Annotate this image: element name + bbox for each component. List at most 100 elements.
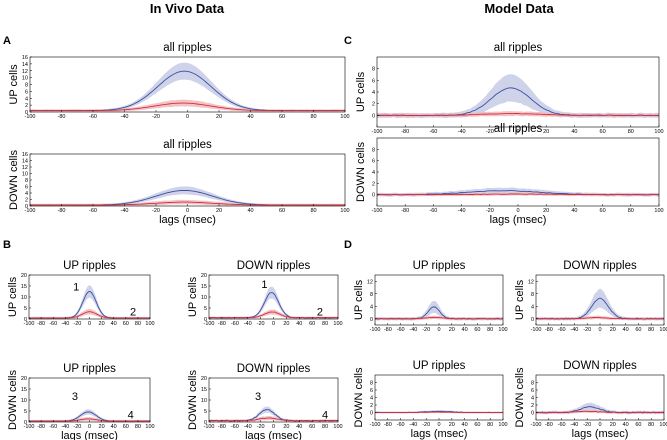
x-tick-label: -40 <box>244 321 252 327</box>
x-tick-label: -80 <box>58 208 66 214</box>
x-tick-label: -80 <box>401 208 409 214</box>
chart-title: all ripples <box>494 42 543 54</box>
x-tick-label: 20 <box>99 424 105 430</box>
x-tick-label: 20 <box>216 208 222 214</box>
x-tick-label: 20 <box>99 321 105 327</box>
x-tick-label: 40 <box>111 321 117 327</box>
x-tick-label: 20 <box>449 422 455 428</box>
y-tick-label: 0 <box>531 411 534 417</box>
y-tick-label: 15 <box>201 387 207 393</box>
y-tick-label: 8 <box>25 178 28 184</box>
band-red <box>29 309 150 319</box>
y-axis-label: UP cells <box>514 279 526 320</box>
y-tick-label: 8 <box>531 292 534 298</box>
x-tick-label: 0 <box>272 424 275 430</box>
x-tick-label: 40 <box>462 422 468 428</box>
x-tick-label: 100 <box>340 114 349 120</box>
x-tick-label: -60 <box>429 208 437 214</box>
y-tick-label: 8 <box>370 381 373 387</box>
x-tick-label: 0 <box>272 321 275 327</box>
y-tick-label: 10 <box>22 172 28 178</box>
x-tick-label: -20 <box>486 129 494 135</box>
x-tick-label: -100 <box>371 208 382 214</box>
y-tick-label: 10 <box>22 76 28 82</box>
axes-frame <box>208 377 339 423</box>
line-red <box>29 418 150 422</box>
y-tick-label: 0 <box>370 411 373 417</box>
x-tick-label: 60 <box>123 321 129 327</box>
x-tick-label: -60 <box>89 208 97 214</box>
chart-c1: -100 -80 -60 -40 -20 0 20 40 60 80 100 0 2 4 6 8 all rip… <box>355 42 664 135</box>
band-red <box>209 309 338 319</box>
x-tick-label: 20 <box>543 129 549 135</box>
x-tick-label: 0 <box>437 327 440 333</box>
y-tick-label: 6 <box>25 185 28 191</box>
x-tick-label: -60 <box>231 321 239 327</box>
x-tick-label: -40 <box>409 422 417 428</box>
y-tick-label: 8 <box>370 292 373 298</box>
x-tick-label: 0 <box>186 114 189 120</box>
y-axis-label: UP cells <box>7 276 19 317</box>
x-tick-label: -40 <box>570 327 578 333</box>
x-tick-label: 0 <box>516 208 519 214</box>
x-tick-label: 40 <box>296 424 302 430</box>
y-tick-label: 6 <box>372 159 375 165</box>
chart-title: all ripples <box>163 42 212 54</box>
y-tick-label: 5 <box>204 409 207 415</box>
y-tick-label: 0 <box>25 204 28 210</box>
x-tick-label: -20 <box>422 327 430 333</box>
x-tick-label: 80 <box>310 208 316 214</box>
y-tick-label: 8 <box>531 381 534 387</box>
x-tick-label: -80 <box>401 129 409 135</box>
chart-title: UP ripples <box>63 260 116 272</box>
x-tick-label: -80 <box>384 422 392 428</box>
annotation-label: 1 <box>261 279 267 291</box>
x-tick-label: 40 <box>247 208 253 214</box>
x-tick-label: 100 <box>498 327 507 333</box>
chart-b2: -100 -80 -60 -40 -20 0 20 40 60 80 100 0 5 10 15 20 DOWN… <box>187 260 343 327</box>
y-tick-label: 12 <box>22 69 28 75</box>
x-tick-label: 100 <box>654 129 663 135</box>
x-tick-label: -80 <box>384 327 392 333</box>
x-tick-label: -20 <box>152 208 160 214</box>
x-tick-label: 60 <box>279 114 285 120</box>
x-tick-label: 40 <box>296 321 302 327</box>
y-tick-label: 2 <box>372 181 375 187</box>
x-tick-label: -20 <box>73 321 81 327</box>
x-tick-label: -60 <box>89 114 97 120</box>
x-tick-label: -100 <box>24 208 35 214</box>
x-tick-label: 40 <box>623 327 629 333</box>
x-tick-label: -60 <box>49 321 57 327</box>
x-tick-label: 20 <box>449 327 455 333</box>
y-tick-label: 12 <box>528 279 534 285</box>
x-tick-label: 40 <box>462 327 468 333</box>
x-tick-label: -100 <box>203 424 214 430</box>
y-tick-label: 15 <box>21 284 27 290</box>
x-tick-label: 100 <box>659 327 667 333</box>
x-tick-label: -20 <box>583 422 591 428</box>
y-axis-label: DOWN cells <box>355 142 367 202</box>
x-tick-label: -80 <box>545 422 553 428</box>
y-tick-label: 5 <box>204 306 207 312</box>
chart-d2: -100 -80 -60 -40 -20 0 20 40 60 80 100 0 4 8 12 DOWN ri… <box>514 260 667 333</box>
x-tick-label: -100 <box>530 327 541 333</box>
x-tick-label: -20 <box>257 321 265 327</box>
x-tick-label: -80 <box>218 321 226 327</box>
x-tick-label: 40 <box>247 114 253 120</box>
x-tick-label: -20 <box>73 424 81 430</box>
x-tick-label: -100 <box>369 422 380 428</box>
x-tick-label: 0 <box>88 321 91 327</box>
x-tick-label: 80 <box>322 424 328 430</box>
x-tick-label: 0 <box>516 129 519 135</box>
x-tick-label: -80 <box>58 114 66 120</box>
y-axis-label: DOWN cells <box>187 370 199 430</box>
chart-d4: -100 -80 -60 -40 -20 0 20 40 60 80 100 0 24 68 DOWN ri… <box>514 360 667 440</box>
x-axis-label: lags (msec) <box>245 430 302 440</box>
x-axis-label: lags (msec) <box>159 214 216 226</box>
y-tick-label: 4 <box>25 96 28 102</box>
y-axis-label: DOWN cells <box>8 150 20 210</box>
x-tick-label: -60 <box>429 129 437 135</box>
x-tick-label: -40 <box>61 321 69 327</box>
y-tick-label: 12 <box>22 165 28 171</box>
y-tick-label: 0 <box>24 420 27 426</box>
